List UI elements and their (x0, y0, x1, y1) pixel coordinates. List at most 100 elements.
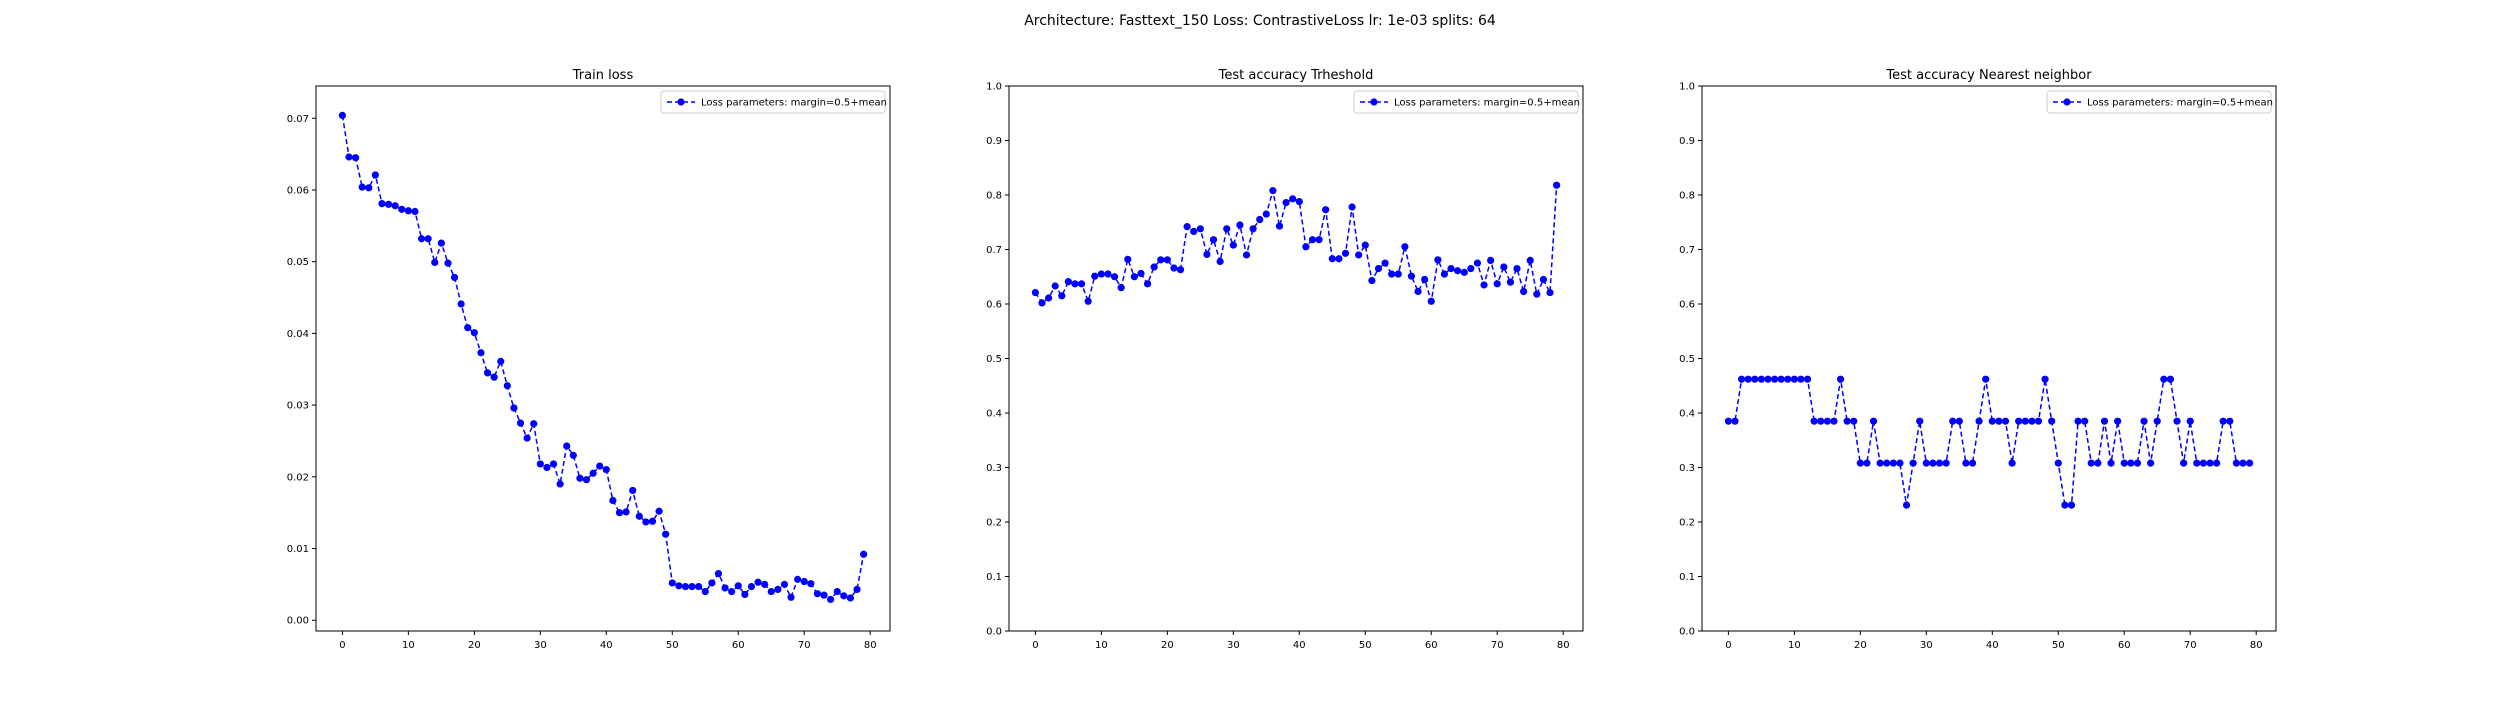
data-point (1803, 375, 1812, 383)
data-point (1922, 459, 1930, 467)
data-point (774, 585, 782, 594)
legend-label: Loss parameters: margin=0.5+mean (2087, 98, 2273, 109)
data-point (813, 590, 822, 598)
data-point (1480, 281, 1488, 289)
data-point (1520, 287, 1528, 296)
data-point (675, 582, 683, 590)
legend-box (1353, 90, 1579, 114)
x-tick-label: 20 (1161, 640, 1174, 651)
data-point (681, 582, 690, 591)
data-point (602, 466, 610, 474)
data-point (2001, 417, 2010, 425)
data-point (1044, 294, 1053, 302)
legend-label: Loss parameters: margin=0.5+mean (701, 98, 887, 109)
data-point (728, 587, 736, 596)
data-point (2034, 417, 2043, 425)
data-point (2081, 417, 2089, 425)
data-point (411, 207, 419, 216)
data-point (1262, 210, 1270, 218)
data-point (1506, 278, 1515, 286)
data-point (1810, 417, 1818, 425)
data-point (2028, 417, 2036, 425)
x-tick-label: 60 (1425, 640, 1438, 651)
data-point (1850, 417, 1858, 425)
y-tick-label: 0.0 (986, 627, 1002, 638)
y-tick-label: 0.5 (986, 354, 1002, 365)
data-point (688, 582, 696, 591)
subplot-title: Test accuracy Trheshold (1218, 68, 1374, 83)
data-point (1341, 249, 1350, 257)
data-point (794, 575, 802, 583)
data-point (1051, 282, 1059, 290)
data-point (2133, 459, 2142, 467)
data-point (1110, 273, 1119, 281)
legend-box (660, 90, 886, 114)
data-point (483, 369, 492, 377)
y-tick-label: 0.6 (986, 300, 1002, 311)
data-point (714, 570, 723, 578)
x-tick-label: 40 (1986, 640, 1999, 651)
data-point (2186, 417, 2194, 425)
data-point (1830, 417, 1838, 425)
data-point (780, 580, 789, 588)
data-point (787, 593, 795, 601)
y-tick-label: 0.02 (287, 472, 309, 483)
data-point (609, 496, 617, 505)
data-point (1447, 264, 1455, 273)
data-point (2114, 417, 2122, 425)
y-tick-label: 0.1 (986, 572, 1002, 583)
subplot-title: Train loss (572, 68, 634, 83)
data-point (1256, 215, 1264, 224)
x-tick-label: 10 (1788, 640, 1801, 651)
data-point (1731, 417, 1739, 425)
data-point (1797, 375, 1805, 383)
x-tick-label: 80 (2250, 640, 2263, 651)
data-point (2087, 459, 2095, 467)
subplot-2: Test accuracy Trheshold 0 10 20 30 40 50 60 70 80… (986, 68, 1584, 651)
y-tick-label: 0.3 (986, 463, 1002, 474)
data-point (1869, 417, 1878, 425)
x-tick-label: 0 (1032, 640, 1038, 651)
y-tick-label: 0.03 (287, 401, 309, 412)
data-point (391, 202, 399, 210)
x-tick-label: 70 (2184, 640, 2197, 651)
data-point (464, 324, 472, 332)
subplot-3: Test accuracy Nearest neighbor 0 10 20 30 40 5… (1679, 68, 2277, 651)
data-point (1289, 195, 1297, 203)
data-point (754, 578, 762, 586)
y-tick-label: 0.05 (287, 257, 309, 268)
x-tick-label: 70 (798, 640, 811, 651)
data-point (1269, 187, 1277, 195)
data-point (1355, 251, 1363, 259)
data-point (2048, 417, 2056, 425)
data-point (2199, 459, 2208, 467)
data-point (596, 462, 604, 470)
data-point (2180, 459, 2188, 467)
data-point (2219, 417, 2227, 425)
legend-marker (1370, 98, 1378, 106)
data-point (1955, 417, 1963, 425)
data-point (1203, 250, 1211, 259)
x-tick-label: 70 (1491, 640, 1504, 651)
data-point (1434, 256, 1442, 264)
x-tick-label: 30 (534, 640, 547, 651)
data-point (444, 259, 452, 267)
data-point (1553, 181, 1561, 189)
subplot-1: Train loss 0 10 20 30 40 50 60 70 80 0.00 0.01 0.02 0… (287, 68, 891, 651)
data-point (662, 530, 670, 538)
data-point (741, 590, 749, 599)
y-tick-label: 0.4 (1679, 409, 1695, 420)
y-tick-label: 0.8 (986, 191, 1002, 202)
data-point (2213, 459, 2221, 467)
data-point (1817, 417, 1825, 425)
y-tick-label: 0.00 (287, 616, 309, 627)
data-point (2015, 417, 2023, 425)
data-point (1836, 375, 1845, 383)
data-point (1401, 243, 1409, 251)
data-point (1863, 459, 1871, 467)
data-point (622, 508, 630, 516)
data-point (846, 594, 855, 602)
data-point (1117, 284, 1125, 292)
data-point (1790, 375, 1798, 383)
